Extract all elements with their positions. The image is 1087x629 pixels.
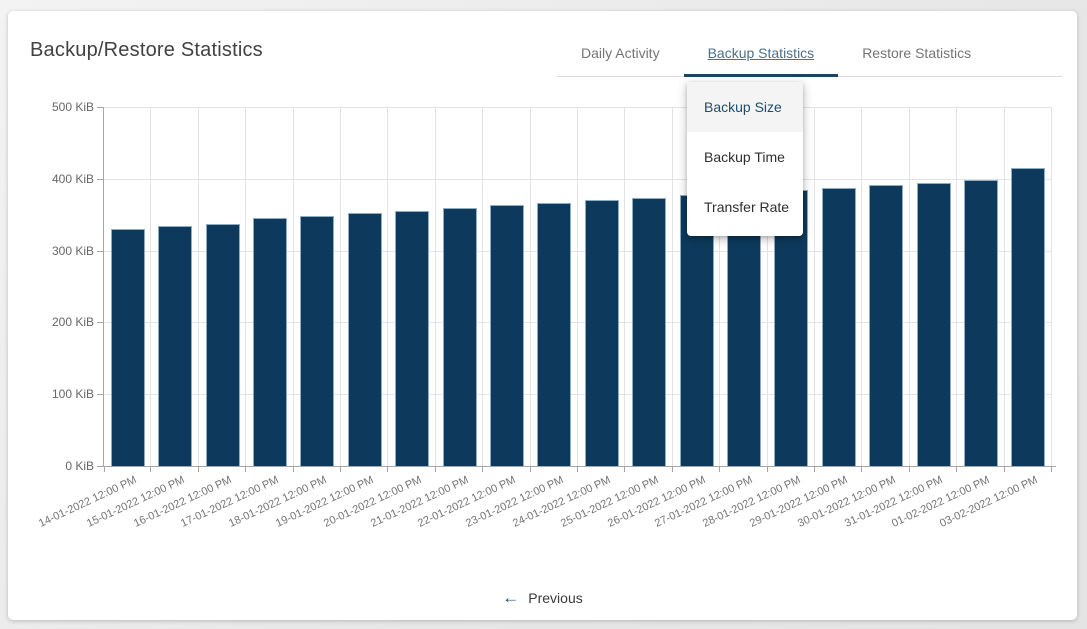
v-gridline [529,107,531,466]
bar-26-01-2022 12:00 PM[interactable] [679,195,714,466]
h-gridline [104,250,1052,252]
tab-restore-statistics[interactable]: Restore Statistics [862,44,972,61]
bar-25-01-2022 12:00 PM[interactable] [632,198,667,466]
v-gridline [908,107,910,466]
x-axis-tick [434,466,436,472]
backup-size-bar-chart: 0 KiB 100 KiB 200 KiB 300 KiB 400 KiB 500 KiB… [37,100,1056,530]
y-axis-tick [97,107,104,108]
page-title: Backup/Restore Statistics [30,39,263,61]
v-gridline [1003,107,1005,466]
y-axis-tick [97,322,104,324]
previous-label: Previous [528,589,583,606]
v-gridline [150,107,152,466]
v-gridline [577,107,578,466]
tab-bar: Daily Activity Backup Statistics Restore S… [557,29,1062,77]
v-gridline [671,107,673,466]
v-gridline [197,107,199,466]
statistics-type-dropdown: Backup Size Backup Time Transfer Rate [687,82,803,236]
bar-31-01-2022 12:00 PM[interactable] [916,183,951,466]
x-axis-tick [577,466,578,472]
x-axis-tick [766,466,768,472]
v-gridline [245,107,247,466]
y-axis-label: 500 KiB [51,100,94,114]
x-axis-tick [1003,466,1005,472]
v-gridline [766,107,768,466]
y-axis-label: 100 KiB [51,387,94,402]
bar-18-01-2022 12:00 PM[interactable] [300,216,335,466]
v-gridline [292,107,294,466]
y-axis-label: 300 KiB [51,243,94,258]
x-axis-tick [387,466,389,472]
h-gridline [104,107,1052,108]
bar-15-01-2022 12:00 PM[interactable] [158,226,193,466]
menu-item-transfer-rate[interactable]: Transfer Rate [704,199,790,215]
v-gridline [340,107,341,466]
x-axis-tick [529,466,531,472]
bar-19-01-2022 12:00 PM[interactable] [347,213,382,466]
v-gridline [1051,107,1052,466]
y-axis-tick [97,250,104,252]
v-gridline [482,107,484,466]
bar-03-02-2022 12:00 PM[interactable] [1011,168,1046,466]
x-axis-tick [245,466,247,472]
x-axis-tick [908,466,910,472]
y-axis-tick [97,178,104,180]
v-gridline [814,107,815,466]
x-axis-tick [197,466,199,472]
y-axis-label: 0 KiB [65,459,94,473]
x-axis-tick [482,466,484,472]
v-gridline [719,107,721,466]
bar-16-01-2022 12:00 PM[interactable] [205,224,240,466]
menu-item-backup-size[interactable]: Backup Size [687,82,803,132]
bar-17-01-2022 12:00 PM[interactable] [252,218,287,466]
tab-daily-activity[interactable]: Daily Activity [581,44,660,61]
tab-backup-statistics[interactable]: Backup Statistics [683,29,839,77]
y-axis-line [103,107,104,466]
x-axis-tick [624,466,626,472]
x-axis-tick [340,466,341,472]
x-axis-tick [956,466,958,472]
h-gridline [104,394,1052,396]
y-axis-label: 200 KiB [51,315,94,330]
bar-20-01-2022 12:00 PM[interactable] [395,211,430,466]
y-axis-label: 400 KiB [51,171,94,186]
x-axis-tick [1051,466,1052,472]
bar-23-01-2022 12:00 PM[interactable] [537,203,572,466]
x-axis-tick [292,466,294,472]
bar-01-02-2022 12:00 PM[interactable] [963,179,998,466]
previous-page-button[interactable]: ← Previous [8,589,1077,606]
v-gridline [624,107,626,466]
v-gridline [956,107,958,466]
bar-28-01-2022 12:00 PM[interactable] [774,190,809,466]
bar-29-01-2022 12:00 PM[interactable] [821,188,856,466]
v-gridline [861,107,863,466]
menu-item-backup-time[interactable]: Backup Time [704,149,785,165]
bar-14-01-2022 12:00 PM[interactable] [110,229,145,466]
statistics-card: Backup/Restore Statistics Daily Activity… [8,11,1077,620]
v-gridline [387,107,389,466]
bar-27-01-2022 12:00 PM[interactable] [726,193,761,466]
x-axis-tick [150,466,152,472]
x-axis-tick [719,466,721,472]
h-gridline [104,322,1052,324]
bar-24-01-2022 12:00 PM[interactable] [584,200,619,466]
x-axis-tick [814,466,815,472]
x-axis-line [104,466,1056,467]
x-axis-tick [104,466,105,472]
h-gridline [104,178,1052,180]
y-axis-tick [97,394,104,396]
y-axis-tick [97,466,104,467]
x-axis-tick [861,466,863,472]
bar-22-01-2022 12:00 PM[interactable] [489,205,524,466]
v-gridline [434,107,436,466]
arrow-left-icon: ← [502,588,520,607]
x-axis-tick [671,466,673,472]
bar-21-01-2022 12:00 PM[interactable] [442,208,477,466]
bar-30-01-2022 12:00 PM[interactable] [869,185,904,466]
